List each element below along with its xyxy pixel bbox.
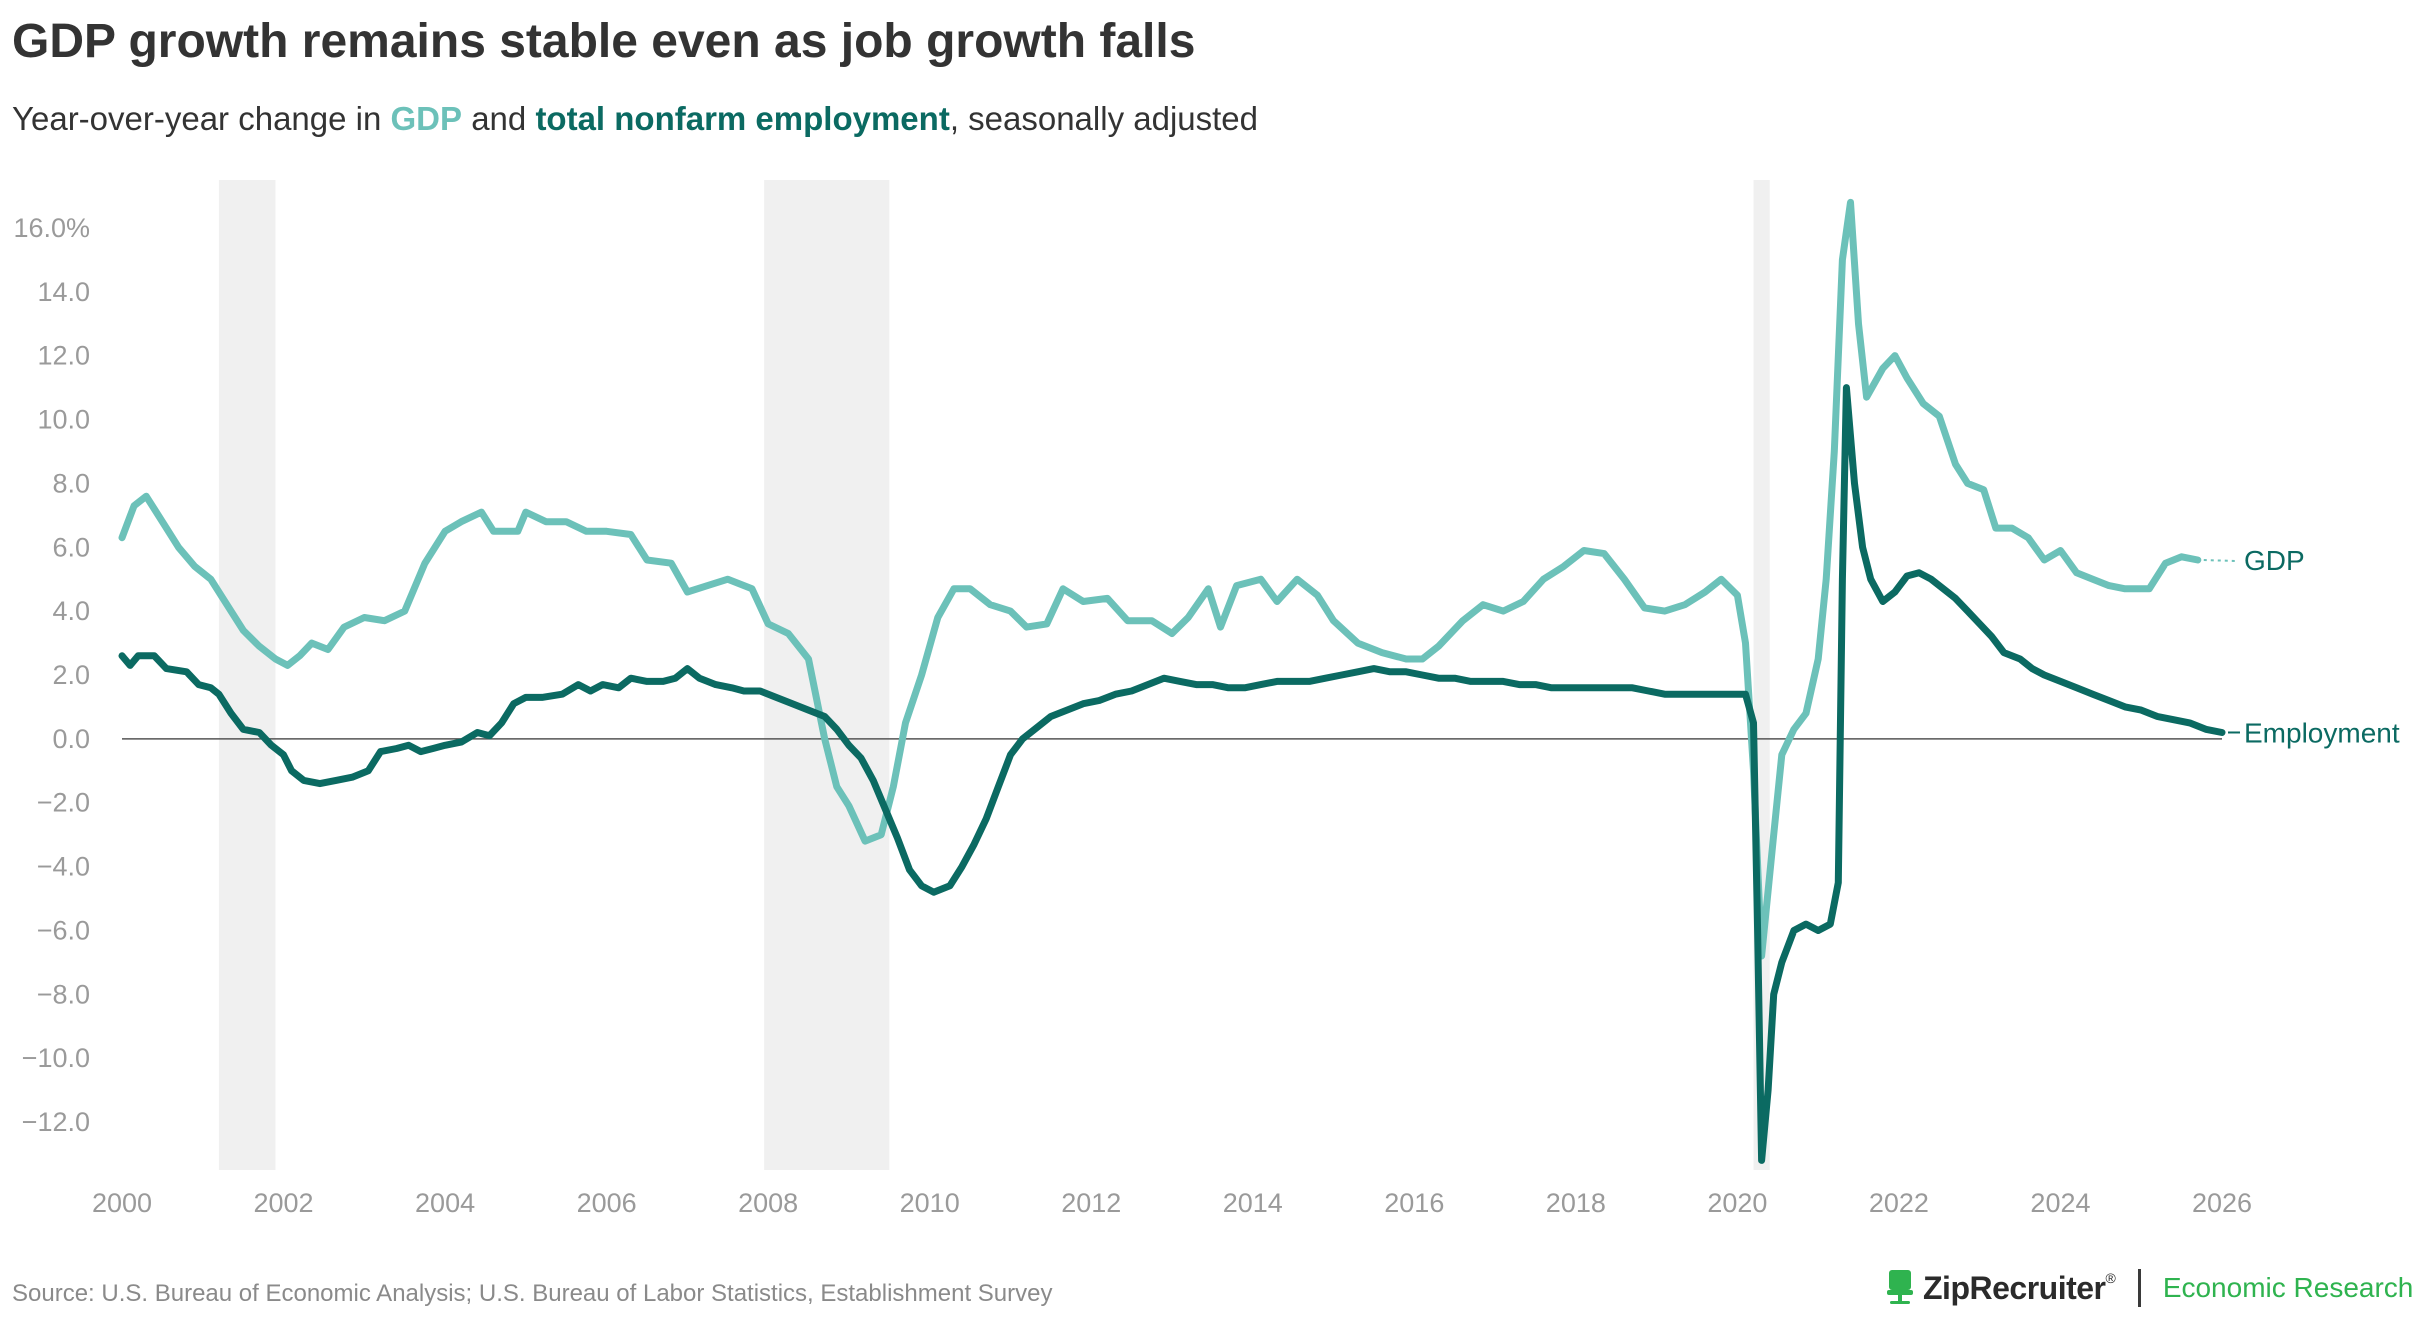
brand-footer: ZipRecruiter ® Economic Research [1885, 1266, 2413, 1310]
subtitle-employment-highlight: total nonfarm employment [535, 100, 950, 137]
y-tick-label-8: 8.0 [52, 468, 90, 498]
x-tick-label-2026: 2026 [2192, 1188, 2252, 1218]
chart-subtitle: Year-over-year change in GDP and total n… [12, 100, 1258, 138]
subtitle-suffix: , seasonally adjusted [949, 100, 1259, 137]
x-tick-label-2022: 2022 [1869, 1188, 1929, 1218]
recession-band-1 [218, 180, 276, 1170]
y-tick-label-2: 2.0 [52, 660, 90, 690]
y-tick-label-neg8: −8.0 [37, 979, 90, 1009]
brand-divider [2137, 1269, 2141, 1307]
y-tick-label-neg2: −2.0 [37, 788, 90, 818]
y-tick-label-4: 4.0 [52, 596, 90, 626]
x-tick-label-2008: 2008 [738, 1188, 798, 1218]
brand-unit: Economic Research [2162, 1272, 2414, 1303]
x-tick-label-2004: 2004 [415, 1188, 475, 1218]
recession-band-2 [764, 180, 890, 1170]
y-tick-label-neg12: −12.0 [22, 1107, 90, 1137]
subtitle-gdp-highlight: GDP [390, 100, 463, 137]
ziprecruiter-chair-icon [1887, 1270, 1913, 1304]
x-tick-label-2012: 2012 [1061, 1188, 1121, 1218]
subtitle-prefix: Year-over-year change in [12, 100, 391, 137]
series-line-gdp [118, 198, 2202, 960]
x-tick-label-2016: 2016 [1384, 1188, 1444, 1218]
x-tick-label-2014: 2014 [1223, 1188, 1283, 1218]
subtitle-middle: and [462, 100, 536, 137]
y-tick-label-10: 10.0 [37, 405, 90, 435]
gdp-end-label: GDP [2244, 545, 2305, 576]
x-tick-label-2002: 2002 [253, 1188, 313, 1218]
y-tick-label-neg4: −4.0 [37, 852, 90, 882]
y-tick-label-0: 0.0 [52, 724, 90, 754]
y-tick-label-16: 16.0% [13, 213, 90, 243]
x-tick-label-2006: 2006 [577, 1188, 637, 1218]
employment-end-label: Employment [2244, 717, 2400, 748]
y-tick-label-12: 12.0 [37, 341, 90, 371]
x-tick-label-2018: 2018 [1546, 1188, 1606, 1218]
y-tick-label-neg10: −10.0 [22, 1043, 90, 1073]
gdp-label-leader [2203, 559, 2237, 563]
brand-registered-mark: ® [2105, 1270, 2116, 1286]
y-tick-label-6: 6.0 [52, 532, 90, 562]
x-tick-label-2024: 2024 [2030, 1188, 2090, 1218]
source-note: Source: U.S. Bureau of Economic Analysis… [12, 1280, 1053, 1307]
x-tick-label-2020: 2020 [1707, 1188, 1767, 1218]
series-line-employment [118, 384, 2226, 1164]
brand-name: ZipRecruiter [1923, 1269, 2106, 1306]
y-tick-label-neg6: −6.0 [37, 915, 90, 945]
x-tick-label-2000: 2000 [92, 1188, 152, 1218]
x-tick-label-2010: 2010 [900, 1188, 960, 1218]
chart-title: GDP growth remains stable even as job gr… [12, 15, 1196, 68]
y-tick-label-14: 14.0 [37, 277, 90, 307]
